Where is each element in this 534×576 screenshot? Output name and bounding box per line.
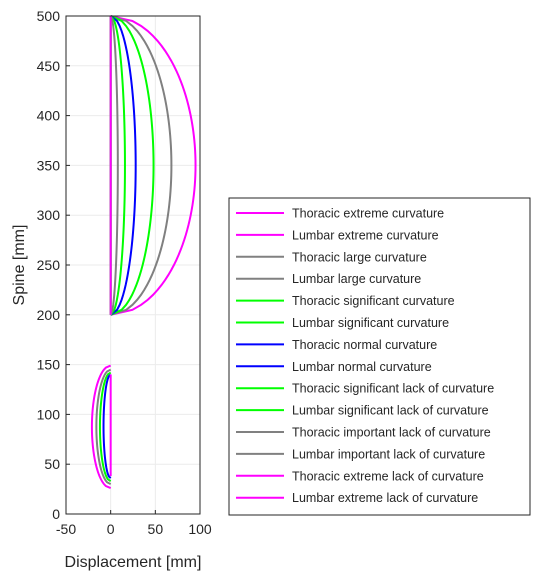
legend-box <box>228 197 531 516</box>
y-tick-label: 350 <box>37 157 61 173</box>
legend-entry-5: Lumbar significant curvature <box>292 316 449 330</box>
legend-items: Thoracic extreme curvature Lumbar extreme… <box>236 207 494 505</box>
series-line-11 <box>95 368 112 486</box>
series-line-2 <box>110 15 173 316</box>
legend: Thoracic extreme curvature Lumbar extreme… <box>228 197 531 516</box>
series-line-0 <box>110 15 197 316</box>
x-tick-label: 100 <box>188 521 212 537</box>
series-group <box>90 15 197 490</box>
x-tick-label: 50 <box>148 521 164 537</box>
y-tick-label: 300 <box>37 207 61 223</box>
legend-entry-1: Lumbar extreme curvature <box>292 228 439 242</box>
legend-entry-9: Lumbar significant lack of curvature <box>292 404 489 418</box>
y-tick-label: 400 <box>37 108 61 124</box>
legend-entry-10: Thoracic important lack of curvature <box>292 426 491 440</box>
x-tick-label: 0 <box>107 521 115 537</box>
legend-entry-12: Thoracic extreme lack of curvature <box>292 469 484 483</box>
legend-entry-11: Lumbar important lack of curvature <box>292 447 485 461</box>
legend-entry-13: Lumbar extreme lack of curvature <box>292 491 478 505</box>
x-axis-label: Displacement [mm] <box>65 554 202 571</box>
y-tick-label: 450 <box>37 58 61 74</box>
legend-entry-6: Thoracic normal curvature <box>292 338 437 352</box>
series-line-4 <box>110 15 155 316</box>
series-line-8 <box>109 15 126 316</box>
y-tick-label: 250 <box>37 257 61 273</box>
y-axis-label: Spine [mm] <box>11 225 28 306</box>
x-tick-label: -50 <box>56 521 76 537</box>
y-tick-label: 200 <box>37 307 61 323</box>
legend-entry-7: Lumbar normal curvature <box>292 360 432 374</box>
y-tick-label: 500 <box>37 8 61 24</box>
y-tick-label: 0 <box>52 506 60 522</box>
legend-entry-3: Lumbar large curvature <box>292 272 421 286</box>
legend-entry-2: Thoracic large curvature <box>292 250 427 264</box>
series-line-6 <box>110 15 137 316</box>
y-tick-label: 150 <box>37 357 61 373</box>
legend-entry-8: Thoracic significant lack of curvature <box>292 382 494 396</box>
series-line-10 <box>109 15 119 316</box>
series-line-13 <box>90 364 112 490</box>
series-line-9 <box>98 371 112 482</box>
y-tick-label: 50 <box>44 456 60 472</box>
legend-entry-0: Thoracic extreme curvature <box>292 207 444 221</box>
legend-entry-4: Thoracic significant curvature <box>292 294 455 308</box>
series-line-7 <box>102 373 112 479</box>
y-tick-label: 100 <box>37 406 61 422</box>
